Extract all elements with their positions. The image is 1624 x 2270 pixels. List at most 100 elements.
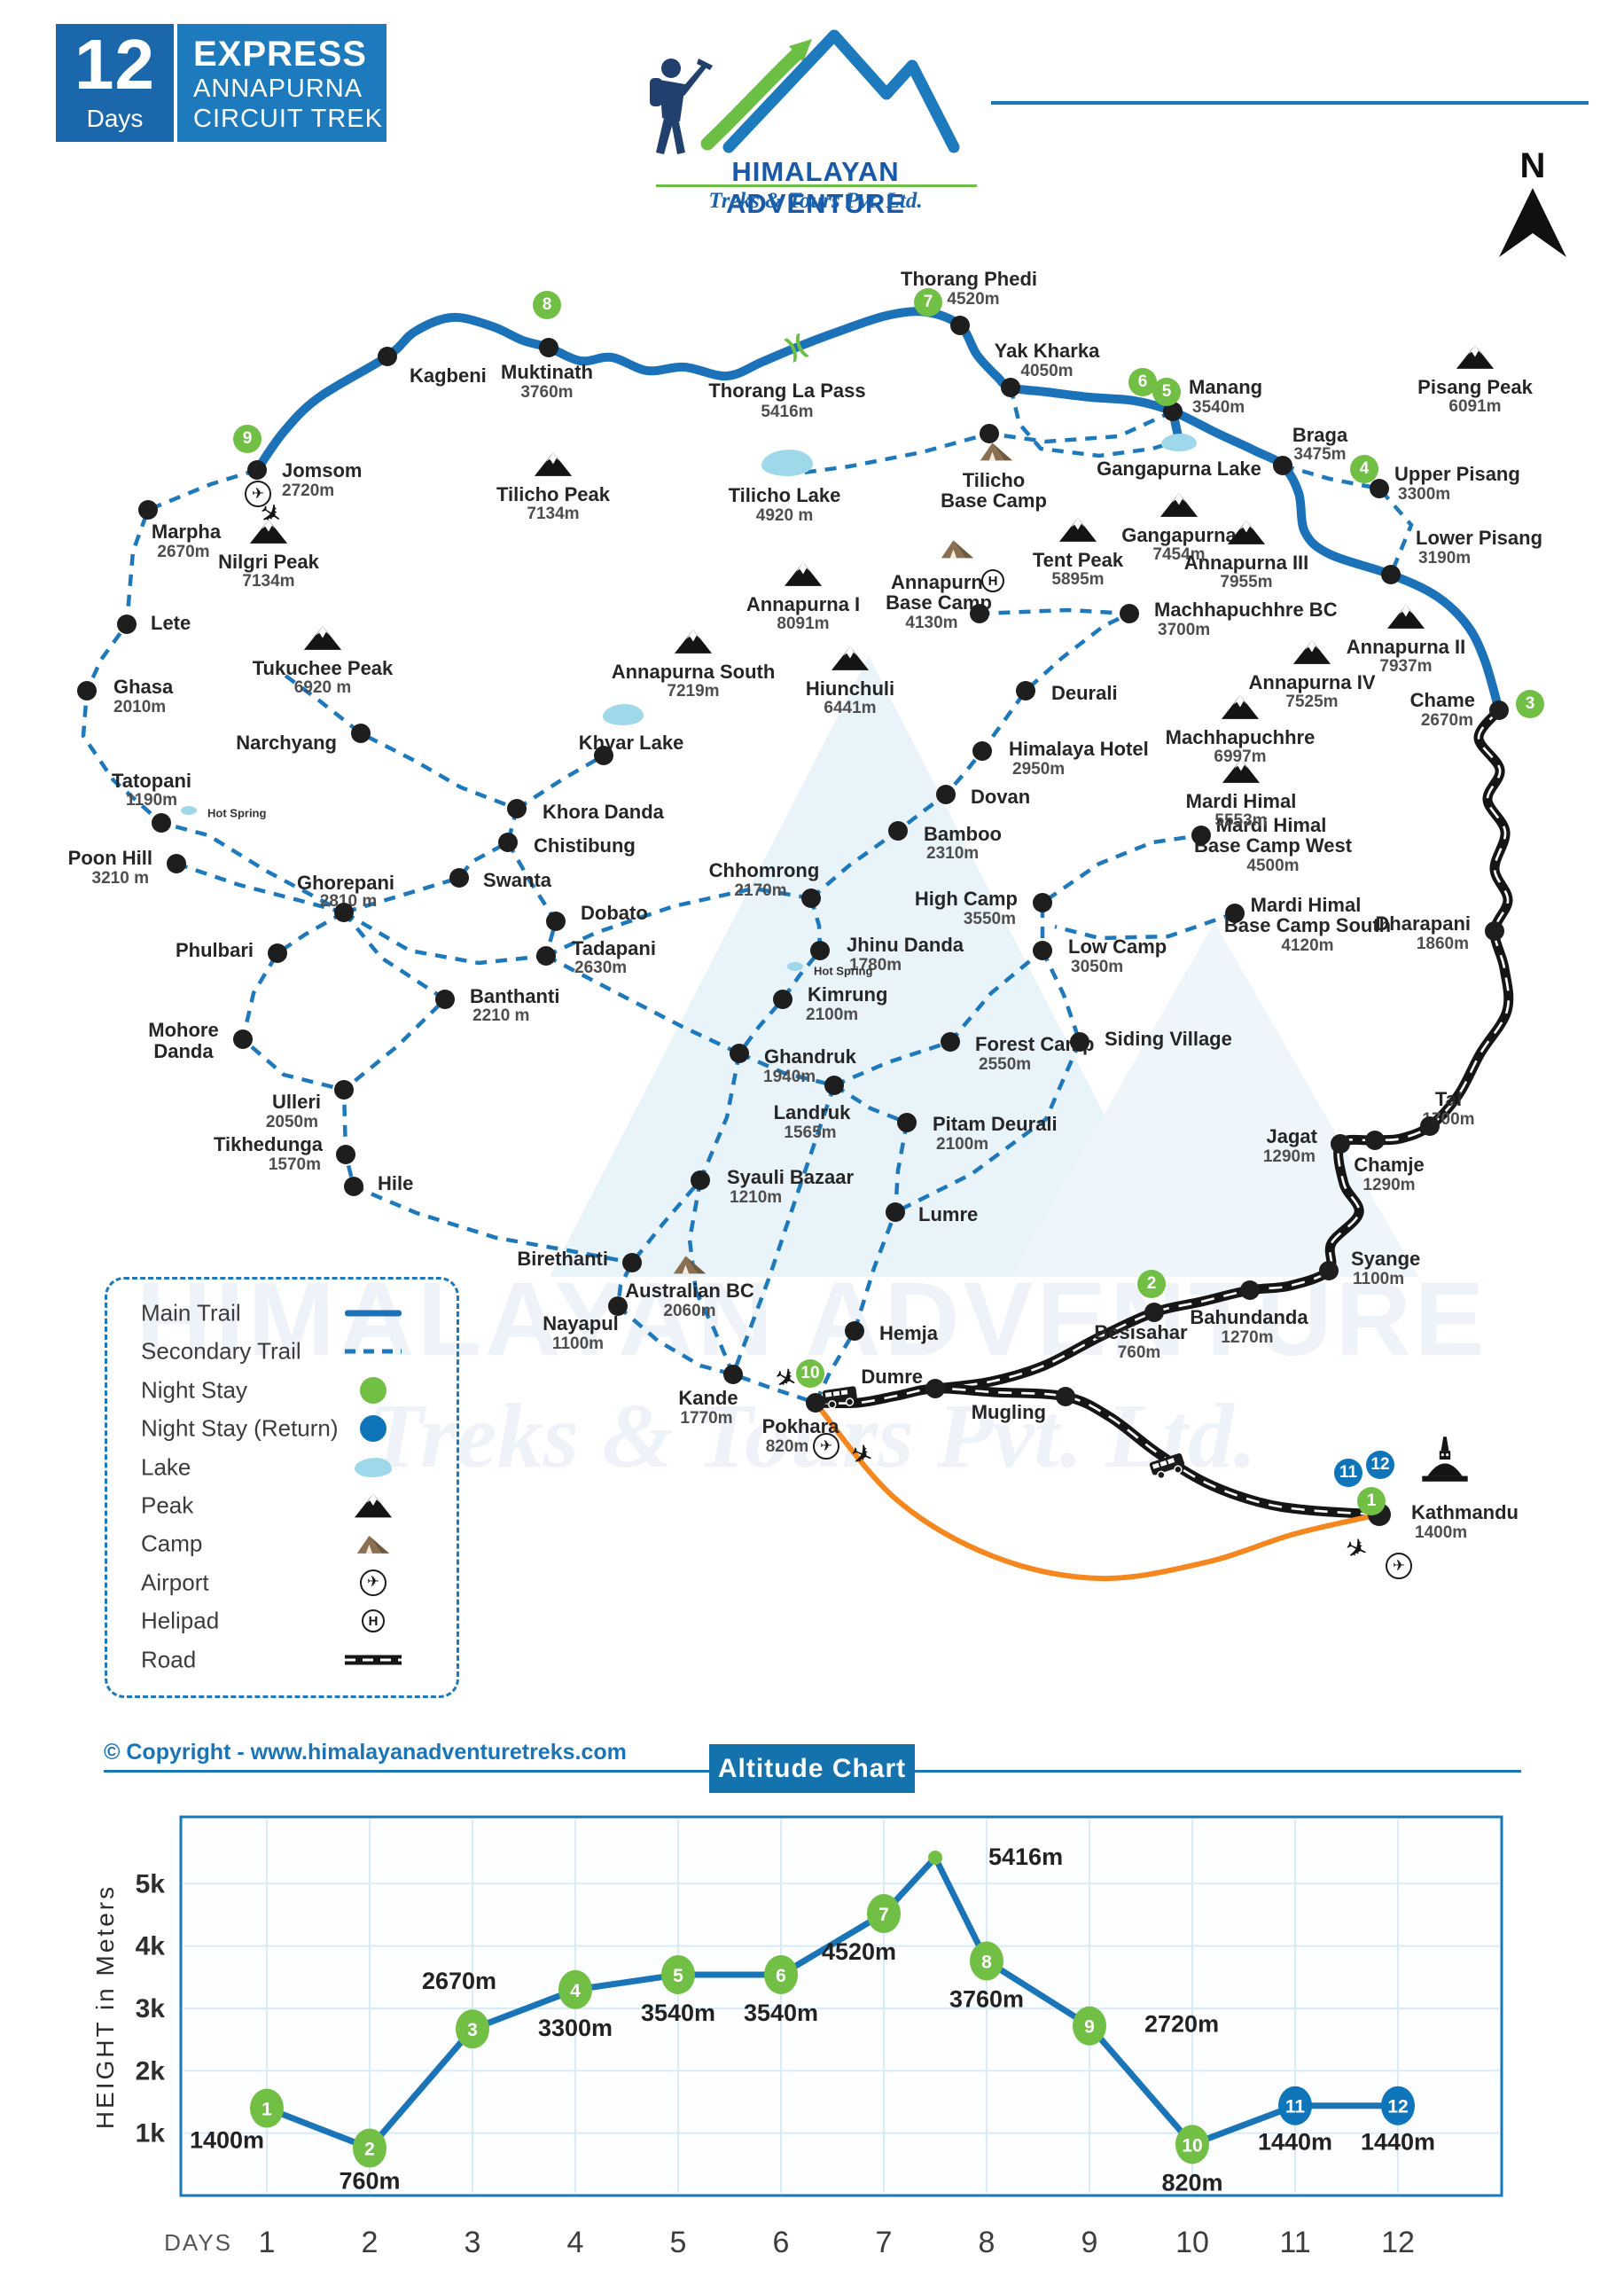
peak-name: Tent Peak (1032, 549, 1124, 571)
legend-night-green-symbol (360, 1376, 386, 1404)
legend-item: Night Stay (107, 1373, 457, 1408)
place-label: Dharapani (1375, 912, 1471, 935)
night-stay-badge: 7 (914, 288, 942, 317)
camp-icon (672, 1253, 707, 1280)
peak-elevation: 5553m (1214, 811, 1268, 830)
place-elevation: 3550m (963, 910, 1016, 928)
place-elevation: 2210 m (472, 1006, 530, 1025)
secondary-trail (1282, 463, 1414, 575)
secondary-trail (809, 607, 1137, 900)
watermark-mountain (550, 656, 1418, 1277)
place-elevation: 1860m (1416, 935, 1469, 953)
svg-text:7: 7 (876, 2226, 893, 2259)
svg-text:11: 11 (1285, 2097, 1306, 2117)
peak-elevation: 7134m (242, 572, 295, 591)
place-elevation: 5416m (761, 403, 814, 421)
title-line2: ANNAPURNA (193, 74, 363, 103)
peak-elevation: 6997m (1214, 748, 1267, 766)
place-elevation: 1270m (1221, 1328, 1274, 1347)
place-label: Tilicho Lake (728, 484, 841, 506)
svg-text:2720m: 2720m (1144, 2011, 1219, 2038)
legend-secondary-symbol (345, 1349, 402, 1354)
place-elevation: 1190m (125, 791, 178, 810)
place-dot (925, 1379, 945, 1398)
svg-text:10: 10 (1175, 2226, 1209, 2259)
svg-text:3760m: 3760m (949, 1985, 1024, 2012)
secondary-trail (240, 911, 346, 1092)
place-elevation: 4050m (1020, 362, 1074, 380)
place-dot (1381, 565, 1401, 584)
secondary-trail (1054, 911, 1236, 941)
place-label: Ulleri (271, 1091, 321, 1113)
legend-item: Helipad H (107, 1603, 457, 1639)
place-elevation: 2670m (157, 543, 210, 561)
peak-elevation: 6441m (824, 699, 877, 717)
pass-icon: )( (782, 329, 810, 364)
days-number: 12 (74, 25, 155, 104)
svg-text:1: 1 (262, 2100, 272, 2120)
place-label: Thorang La Pass (708, 380, 866, 402)
place-elevation: 1770m (680, 1409, 733, 1428)
place-label: Dumre (861, 1366, 923, 1388)
svg-text:1440m: 1440m (1258, 2129, 1332, 2156)
lake-shape (761, 450, 813, 476)
peak-icon (673, 628, 714, 660)
peak-icon (533, 450, 574, 482)
svg-text:DAYS: DAYS (164, 2229, 232, 2256)
legend-item-label: Peak (141, 1491, 194, 1519)
place-elevation: 2810 m (319, 892, 378, 911)
place-label: Besisahar (1094, 1321, 1188, 1343)
night-stay-badge: 11 (1334, 1459, 1362, 1487)
peak-elevation: 7134m (527, 505, 580, 523)
legend-item: Road (107, 1642, 457, 1678)
place-elevation: 2670m (1420, 711, 1473, 730)
place-dot (723, 1365, 743, 1384)
peak-name: Annapurna IV (1248, 671, 1376, 693)
place-label: Kimrung (808, 983, 888, 1006)
peak-elevation: 8091m (777, 614, 830, 633)
legend-camp-symbol (355, 1532, 391, 1555)
night-stay-badge: 1 (1357, 1487, 1386, 1515)
place-elevation: 3210 m (91, 869, 149, 888)
place-label: Mardi Himal (1215, 814, 1327, 836)
place-dot (378, 347, 397, 366)
night-stay-badge: 12 (1366, 1451, 1394, 1479)
svg-text:2: 2 (362, 2226, 379, 2259)
place-elevation: 4130m (905, 614, 958, 632)
svg-text:4520m: 4520m (822, 1938, 896, 1965)
place-dot (1370, 479, 1389, 498)
place-dot (117, 614, 137, 634)
place-dot (824, 1076, 844, 1095)
svg-text:5k: 5k (136, 1869, 166, 1898)
place-elevation: 2630m (574, 959, 628, 977)
place-label: Tilicho (962, 469, 1026, 491)
lake-shape (603, 704, 644, 725)
place-label: Tikhedunga (213, 1133, 323, 1155)
svg-text:8: 8 (979, 2226, 995, 2259)
peak-icon (1058, 516, 1098, 548)
night-stay-badge: 4 (1350, 455, 1378, 483)
brand-subtitle: Treks & Tours Pvt. Ltd. (708, 189, 923, 213)
place-elevation: 1210m (730, 1188, 783, 1207)
svg-text:1: 1 (259, 2226, 276, 2259)
svg-text:3: 3 (467, 2020, 478, 2040)
place-label: Thorang Phedi (901, 268, 1037, 290)
place-dot (334, 1080, 354, 1100)
place-dot (1485, 921, 1504, 941)
svg-text:2670m: 2670m (422, 1968, 496, 1994)
flight-path (813, 1400, 1382, 1582)
place-label: Syange (1351, 1248, 1421, 1270)
legend-helipad-symbol: H (362, 1609, 385, 1633)
place-label: Birethanti (517, 1248, 608, 1270)
peak-icon (783, 560, 824, 592)
brand-underline (656, 184, 977, 187)
compass-label: N (1519, 146, 1546, 185)
place-label: Muktinath (501, 361, 593, 383)
place-elevation: 820m (765, 1437, 809, 1456)
place-label: Kathmandu (1411, 1501, 1519, 1523)
night-stay-badge: 2 (1137, 1270, 1166, 1298)
heli-icon: H (981, 569, 1004, 592)
place-dot (1225, 904, 1245, 923)
title-line3: CIRCUIT TREK (193, 105, 383, 133)
svg-text:4k: 4k (136, 1932, 166, 1961)
